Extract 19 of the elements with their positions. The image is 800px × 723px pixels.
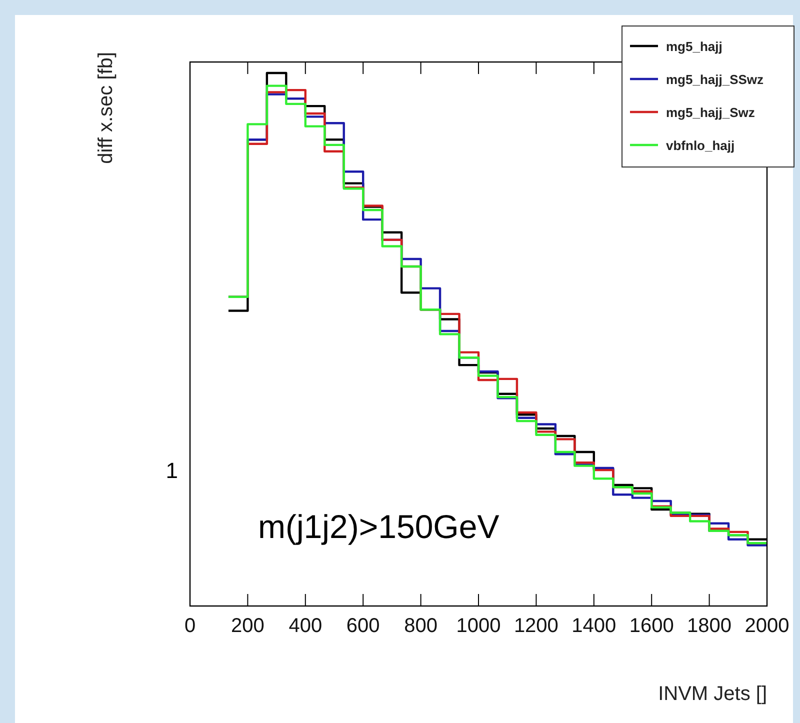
legend-label: mg5_hajj_SSwz — [666, 72, 764, 87]
x-tick-label: 800 — [404, 615, 438, 637]
x-tick-label: 1400 — [572, 615, 616, 637]
x-tick-label: 600 — [346, 615, 380, 637]
y-axis-title: diff x.sec [fb] — [95, 52, 117, 164]
x-tick-label: 1600 — [629, 615, 674, 637]
annotation: m(j1j2)>150GeV — [258, 508, 500, 545]
x-tick-label: 200 — [231, 615, 264, 637]
x-tick-label: 400 — [288, 615, 322, 637]
x-tick-label: 1000 — [456, 615, 501, 637]
legend-label: vbfnlo_hajj — [666, 138, 735, 153]
x-axis-title: INVM Jets [] — [658, 683, 767, 705]
text: 1 — [166, 458, 178, 483]
x-tick-label: 0 — [184, 615, 196, 637]
x-tick-label: 2000 — [744, 615, 790, 637]
x-tick-label: 1200 — [514, 615, 558, 637]
legend-label: mg5_hajj_Swz — [666, 105, 756, 120]
legend-label: mg5_hajj — [666, 39, 722, 54]
x-tick-label: 1800 — [687, 615, 732, 637]
